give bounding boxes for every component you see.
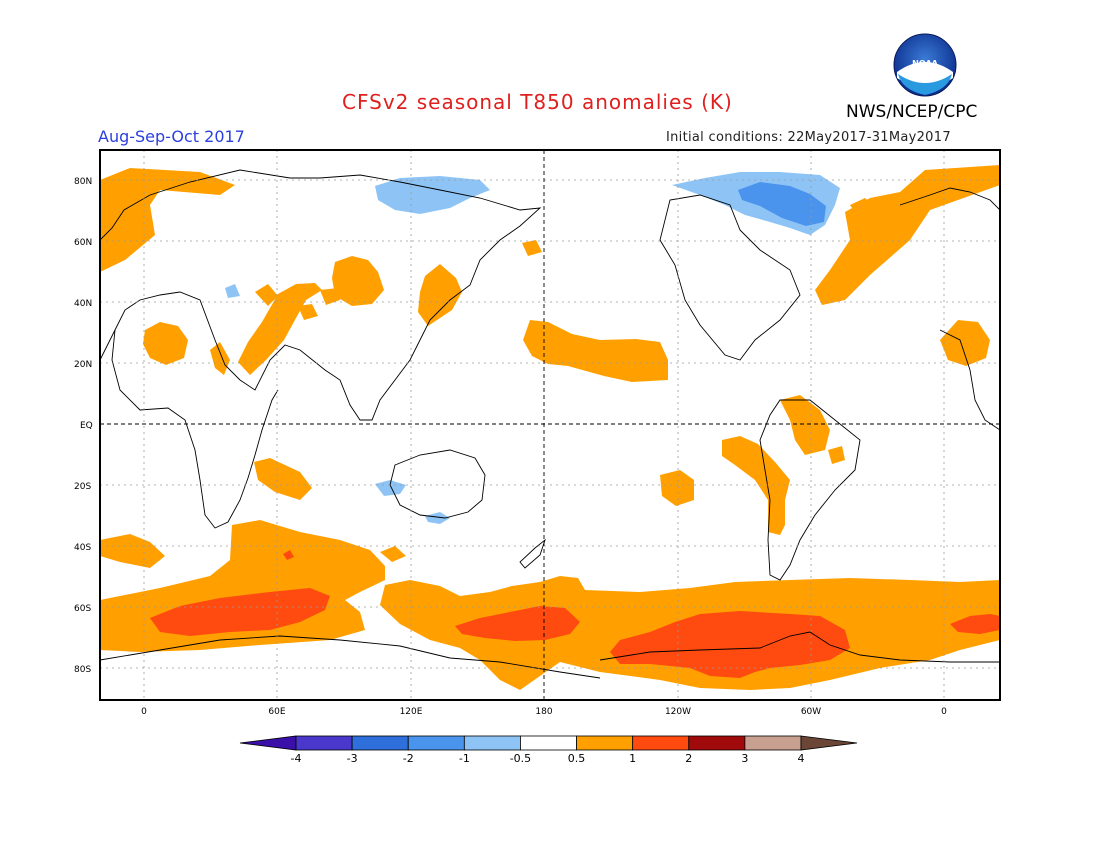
- coastlines: [100, 169, 1000, 679]
- graticule: [100, 150, 1000, 700]
- svg-text:NOAA: NOAA: [912, 59, 938, 68]
- colorbar-swatch: [520, 735, 577, 751]
- longitude-labels: 0 60E 120E 180 120W 60W 0: [141, 707, 947, 717]
- lat-label: 80N: [74, 177, 92, 187]
- forecast-period: Aug-Sep-Oct 2017: [98, 127, 245, 146]
- colorbar-label: -0.5: [510, 752, 531, 765]
- colorbar: -4 -3 -2 -1 -0.5 0.5 1 2 3 4: [239, 735, 858, 765]
- colorbar-label: -3: [347, 752, 358, 765]
- lat-label: 20S: [74, 482, 91, 492]
- cool-anomaly-layer: [225, 172, 840, 524]
- lat-label: EQ: [80, 421, 93, 431]
- colorbar-swatch: [295, 735, 353, 751]
- colorbar-label: -2: [403, 752, 414, 765]
- lon-label: 180: [535, 707, 552, 717]
- lon-label: 60E: [268, 707, 285, 717]
- lat-label: 60S: [74, 604, 91, 614]
- colorbar-label: 4: [798, 752, 805, 765]
- lat-label: 80S: [74, 665, 91, 675]
- lat-label: 40N: [74, 299, 92, 309]
- organization-label: NWS/NCEP/CPC: [846, 102, 978, 122]
- equator-and-dateline: [100, 150, 1000, 700]
- colorbar-swatch: [407, 735, 465, 751]
- colorbar-label: -4: [291, 752, 302, 765]
- lon-label: 120E: [400, 707, 423, 717]
- colorbar-label: 1: [629, 752, 636, 765]
- lon-label: 0: [941, 707, 947, 717]
- lat-label: 60N: [74, 238, 92, 248]
- initial-conditions: Initial conditions: 22May2017-31May2017: [666, 130, 951, 145]
- colorbar-swatch: [688, 735, 746, 751]
- colorbar-label: 0.5: [568, 752, 586, 765]
- lat-label: 40S: [74, 543, 91, 553]
- lon-label: 0: [141, 707, 147, 717]
- colorbar-label: 3: [741, 752, 748, 765]
- colorbar-swatch: [632, 735, 690, 751]
- noaa-logo-icon: NOAA: [893, 33, 957, 97]
- colorbar-swatch: [463, 735, 521, 751]
- lat-label: 20N: [74, 360, 92, 370]
- colorbar-label: -1: [459, 752, 470, 765]
- map-title: CFSv2 seasonal T850 anomalies (K): [342, 90, 733, 114]
- strong-warm-anomaly-layer: [150, 550, 1000, 678]
- colorbar-arrow-high: [800, 735, 858, 751]
- map-frame: [99, 149, 1001, 701]
- colorbar-label: 2: [685, 752, 692, 765]
- lon-label: 60W: [801, 707, 821, 717]
- colorbar-swatch: [576, 735, 634, 751]
- colorbar-arrow-low: [239, 735, 297, 751]
- colorbar-swatch: [351, 735, 409, 751]
- lon-label: 120W: [665, 707, 691, 717]
- colorbar-swatch: [744, 735, 802, 751]
- latitude-labels: 80N 60N 40N 20N EQ 20S 40S 60S 80S: [74, 177, 93, 675]
